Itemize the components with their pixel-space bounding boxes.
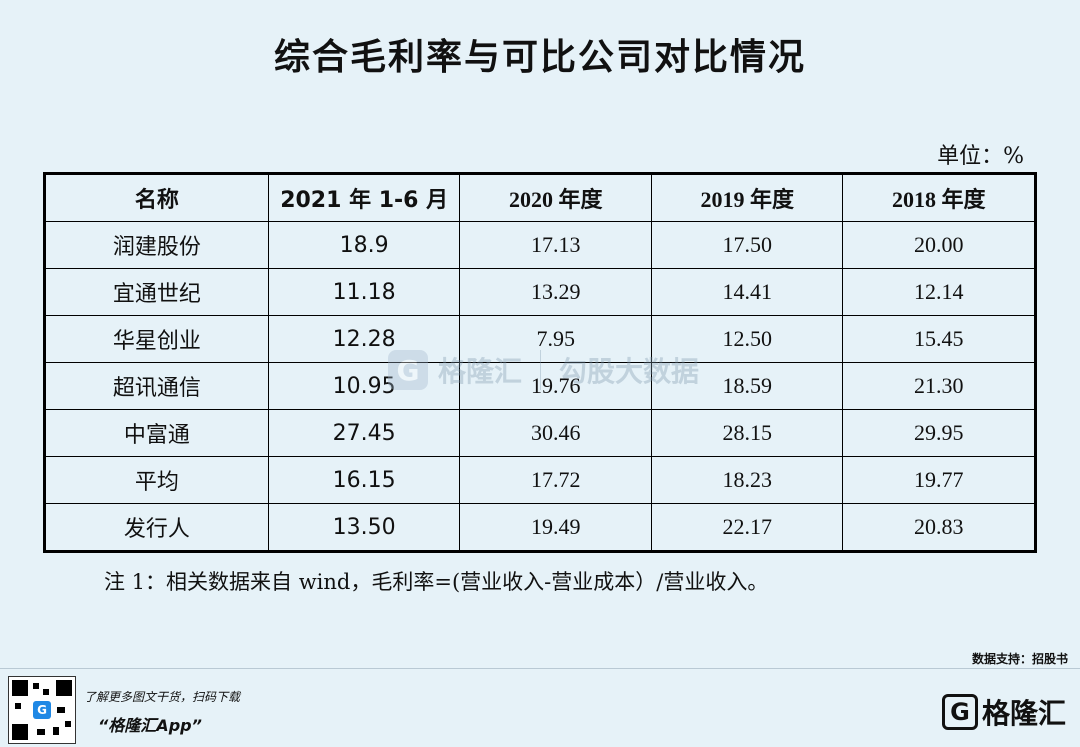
comparison-table: 名称 2021 年 1-6 月 2020 年度 2019 年度 2018 年度 … xyxy=(43,172,1037,553)
cell-2018: 12.14 xyxy=(842,268,1036,316)
cell-2020: 19.49 xyxy=(459,503,652,552)
cell-2018: 15.45 xyxy=(842,315,1036,363)
table-row: 中富通 27.45 30.46 28.15 29.95 xyxy=(44,409,1036,457)
row-name: 超讯通信 xyxy=(44,362,269,410)
cell-2018: 20.83 xyxy=(842,503,1036,552)
qr-logo-icon: G xyxy=(33,701,51,719)
header-2019: 2019 年度 xyxy=(650,173,844,222)
cell-2019: 12.50 xyxy=(650,315,844,363)
cell-2020: 17.72 xyxy=(459,456,652,504)
cell-2018: 29.95 xyxy=(842,409,1036,457)
cell-2019: 18.23 xyxy=(650,456,844,504)
cell-2020: 30.46 xyxy=(459,409,652,457)
table-row-average: 平均 16.15 17.72 18.23 19.77 xyxy=(44,456,1036,504)
cell-2021h1: 13.50 xyxy=(267,503,461,552)
cell-2021h1: 18.9 xyxy=(267,221,461,269)
brand-logo: G 格隆汇 xyxy=(941,692,1066,732)
cell-2021h1: 16.15 xyxy=(267,456,461,504)
promo-text: 了解更多图文干货，扫码下载 xyxy=(84,690,241,704)
table-row: 润建股份 18.9 17.13 17.50 20.00 xyxy=(44,221,1036,269)
cell-2019: 17.50 xyxy=(650,221,844,269)
promo-app-name: “格隆汇App” xyxy=(98,716,202,735)
cell-2019: 14.41 xyxy=(650,268,844,316)
cell-2018: 21.30 xyxy=(842,362,1036,410)
cell-2020: 7.95 xyxy=(459,315,652,363)
footer-divider xyxy=(0,668,1080,669)
cell-2021h1: 10.95 xyxy=(267,362,461,410)
cell-2020: 13.29 xyxy=(459,268,652,316)
cell-2019: 28.15 xyxy=(650,409,844,457)
header-2021h1: 2021 年 1-6 月 xyxy=(267,173,461,222)
data-source-label: 数据支持：招股书 xyxy=(971,652,1068,666)
table-row: 华星创业 12.28 7.95 12.50 15.45 xyxy=(44,315,1036,363)
cell-2020: 17.13 xyxy=(459,221,652,269)
cell-2021h1: 12.28 xyxy=(267,315,461,363)
row-name: 华星创业 xyxy=(44,315,269,363)
footnote: 注 1：相关数据来自 wind，毛利率=(营业收入-营业成本）/营业收入。 xyxy=(104,570,769,594)
table-header-row: 名称 2021 年 1-6 月 2020 年度 2019 年度 2018 年度 xyxy=(44,173,1036,222)
qr-code-icon: G xyxy=(8,676,76,744)
cell-2020: 19.76 xyxy=(459,362,652,410)
brand-name: 格隆汇 xyxy=(981,697,1066,730)
brand-g-icon: G xyxy=(941,694,978,730)
cell-2021h1: 11.18 xyxy=(267,268,461,316)
table-row: 宜通世纪 11.18 13.29 14.41 12.14 xyxy=(44,268,1036,316)
header-2018: 2018 年度 xyxy=(842,173,1036,222)
row-name: 中富通 xyxy=(44,409,269,457)
cell-2018: 20.00 xyxy=(842,221,1036,269)
page-title: 综合毛利率与可比公司对比情况 xyxy=(273,37,806,78)
table-row-issuer: 发行人 13.50 19.49 22.17 20.83 xyxy=(44,503,1036,552)
unit-label: 单位：% xyxy=(937,144,1024,169)
table-row: 超讯通信 10.95 19.76 18.59 21.30 xyxy=(44,362,1036,410)
cell-2019: 18.59 xyxy=(650,362,844,410)
row-name: 发行人 xyxy=(44,503,269,552)
cell-2021h1: 27.45 xyxy=(267,409,461,457)
header-name: 名称 xyxy=(44,173,269,222)
cell-2018: 19.77 xyxy=(842,456,1036,504)
header-2020: 2020 年度 xyxy=(459,173,652,222)
cell-2019: 22.17 xyxy=(650,503,844,552)
row-name: 平均 xyxy=(44,456,269,504)
row-name: 润建股份 xyxy=(44,221,269,269)
row-name: 宜通世纪 xyxy=(44,268,269,316)
